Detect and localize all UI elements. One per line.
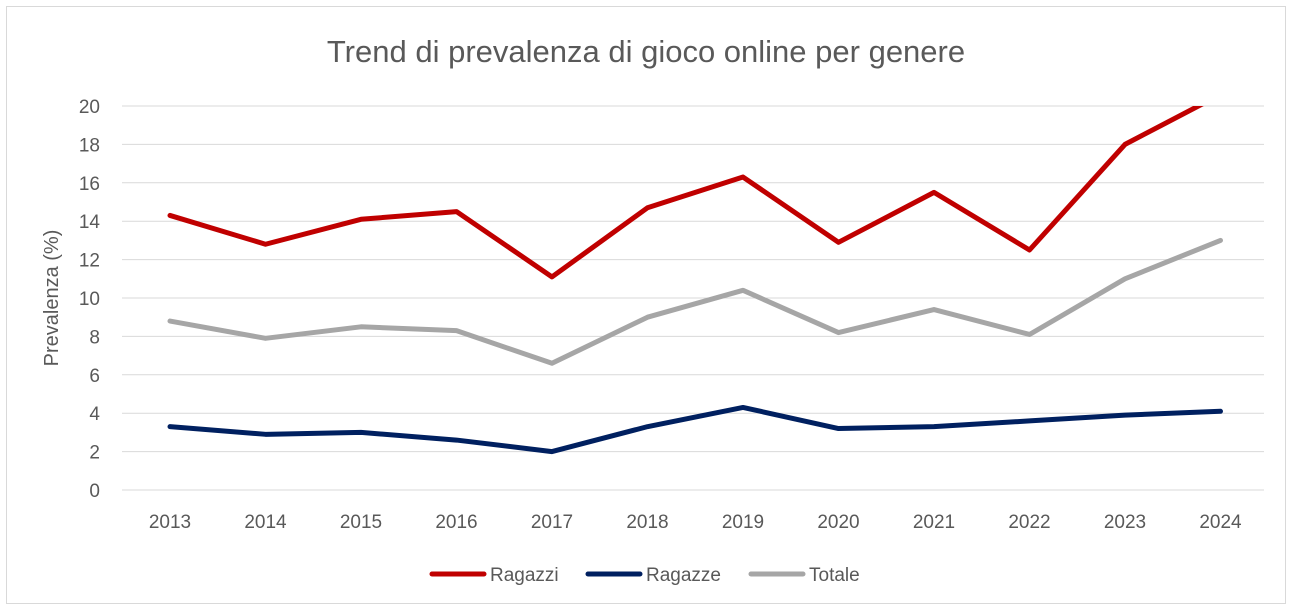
y-tick-label: 6 [89,366,100,387]
y-tick-label: 12 [79,251,100,272]
x-tick-label: 2015 [340,512,382,533]
x-tick-label: 2018 [626,512,668,533]
chart-title: Trend di prevalenza di gioco online per … [327,34,965,69]
x-axis-ticks: 2013 2014 2015 2016 2017 2018 2019 2020 2021 2022… [149,512,1242,533]
y-tick-label: 0 [89,481,100,502]
x-tick-label: 2024 [1199,512,1242,533]
x-tick-label: 2013 [149,512,191,533]
series-line-ragazzi [167,106,1204,280]
series-lines [167,106,1223,455]
legend-label-totale: Totale [809,565,860,586]
y-tick-label: 20 [79,97,100,118]
y-tick-label: 10 [79,289,100,310]
series-line-totale [167,237,1223,366]
y-tick-label: 14 [79,212,101,233]
series-line-ragazze [167,404,1223,455]
y-tick-label: 4 [89,404,100,425]
x-tick-label: 2014 [244,512,287,533]
y-tick-label: 2 [89,443,100,464]
x-tick-label: 2019 [722,512,764,533]
x-tick-label: 2023 [1104,512,1146,533]
x-tick-label: 2022 [1008,512,1050,533]
legend-label-ragazzi: Ragazzi [490,565,559,586]
x-tick-label: 2016 [435,512,477,533]
legend-label-ragazze: Ragazze [646,565,721,586]
legend: Ragazzi Ragazze Totale [429,565,860,586]
x-tick-label: 2021 [913,512,955,533]
y-axis-label: Prevalenza (%) [41,230,63,367]
x-tick-label: 2017 [531,512,573,533]
y-tick-label: 16 [79,174,100,195]
y-axis-ticks: 0 2 4 6 8 10 12 14 16 18 20 [79,97,101,502]
y-tick-label: 8 [89,327,100,348]
x-tick-label: 2020 [817,512,859,533]
gridlines [122,105,1264,491]
y-tick-label: 18 [79,135,100,156]
